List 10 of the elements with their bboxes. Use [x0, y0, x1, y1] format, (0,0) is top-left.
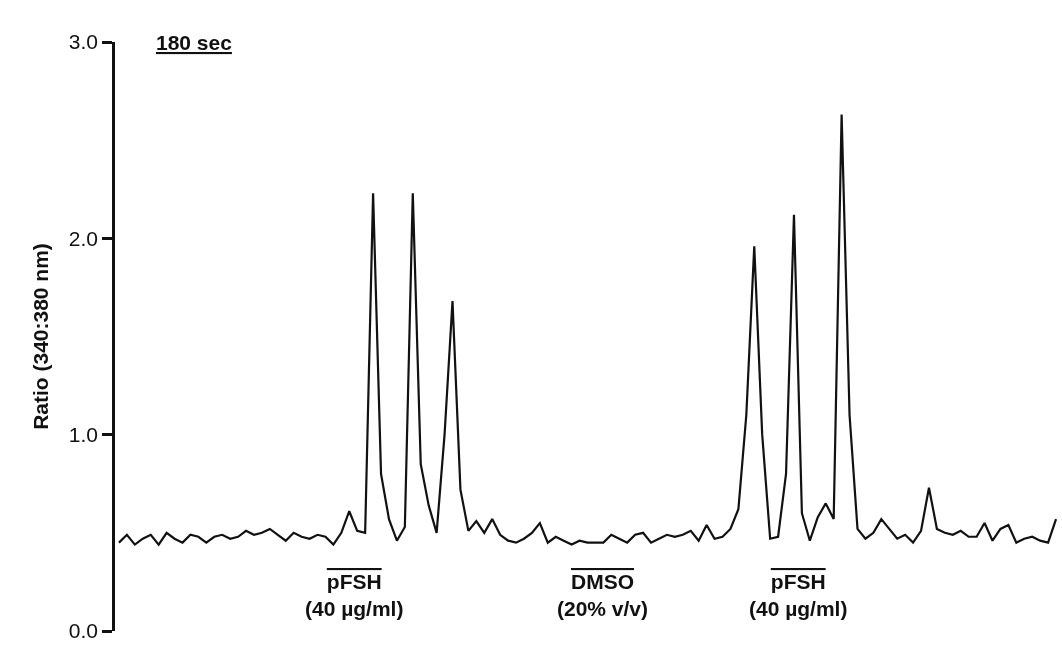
y-tick-label: 2.0	[68, 226, 99, 250]
annotation: DMSO (20% v/v)	[557, 570, 649, 621]
y-axis-title: Ratio (340:380 nm)	[29, 243, 52, 430]
y-tick-label: 1.0	[68, 423, 99, 447]
y-tick-label: 3.0	[68, 30, 99, 54]
annotation: 180 sec	[156, 31, 233, 54]
annotation: pFSH (40 µg/ml)	[749, 570, 848, 621]
annotation: pFSH (40 µg/ml)	[305, 570, 404, 621]
line-series	[117, 113, 1058, 546]
y-tick-label: 0.0	[68, 619, 99, 643]
